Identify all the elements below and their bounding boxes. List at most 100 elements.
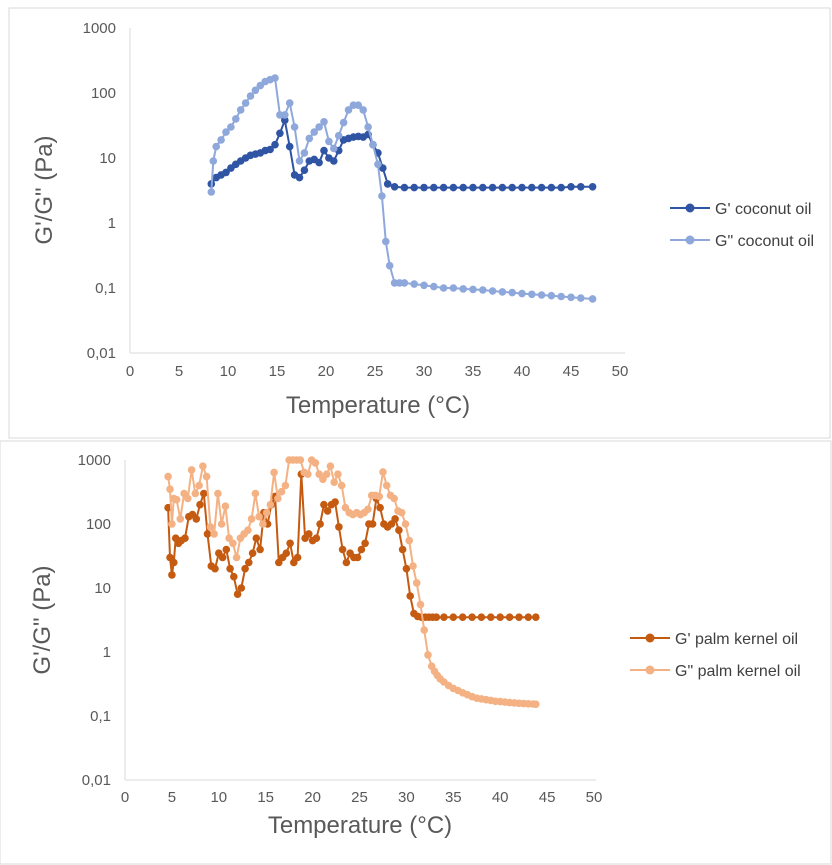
x-tick-label: 45 [563,363,580,380]
data-point [430,183,438,192]
data-point [398,545,407,554]
data-point [375,492,384,501]
y-tick-label: 1 [108,215,116,232]
data-point [248,549,257,557]
data-point [432,613,441,621]
data-point [537,291,546,299]
x-tick-label: 0 [121,789,129,806]
data-point [577,294,585,302]
data-point [409,562,417,570]
data-point [326,462,335,470]
data-point [255,512,263,521]
data-point [547,291,556,300]
data-point [337,481,346,490]
data-point [305,134,314,143]
data-point [357,545,366,554]
data-point [416,600,425,609]
legend-label: G" coconut oil [715,233,814,250]
data-point [316,520,324,528]
data-point [469,183,477,192]
chart-palm-kernel-oil: 0 5 10 15 20 25 30 35 40 45 50 0,01 0,1 1 10 100 1000 G'… [0,440,832,865]
y-tick-label: 0,1 [95,280,116,297]
x-tick-label: 15 [257,789,274,806]
chart-border [8,7,831,439]
data-point [200,489,208,498]
data-point [532,613,540,621]
data-point [310,128,319,136]
data-point [383,180,392,188]
x-tick-label: 35 [465,363,482,380]
data-point [211,564,219,573]
data-point [245,558,253,567]
data-point [270,468,278,477]
data-point [222,545,231,554]
data-point [266,500,275,509]
data-point [515,613,523,621]
x-tick-label: 40 [514,363,531,380]
data-point [364,123,372,131]
data-point [323,507,332,515]
data-point [232,115,240,123]
data-point [226,564,234,573]
data-point [300,149,309,157]
data-point [305,530,313,538]
data-point [221,502,230,510]
data-point [405,536,414,545]
data-point [498,183,507,192]
data-point [203,530,212,538]
data-point [227,123,235,131]
data-point [390,183,399,191]
data-point [168,520,176,528]
data-point [518,289,526,298]
data-point [187,466,196,474]
data-point [320,118,328,126]
data-point [320,146,328,155]
data-point [251,489,260,498]
data-point [410,280,419,288]
data-point [420,183,428,192]
data-point [479,286,487,294]
data-point [588,295,597,303]
data-point [339,118,348,127]
data-point [277,487,286,496]
data-point [488,287,497,295]
data-point [222,128,230,136]
data-point [508,183,516,192]
data-point [290,123,299,131]
data-point [390,494,399,503]
data-point [379,468,387,476]
data-point [557,292,565,301]
data-point [196,500,204,509]
data-point [439,183,448,192]
y-tick-label: 1 [103,644,111,661]
data-point [378,192,386,200]
x-tick-label: 45 [539,789,556,806]
data-point [505,613,514,621]
data-point [199,462,207,470]
y-tick-label: 100 [91,85,116,102]
data-point [368,520,377,528]
data-point [202,472,211,481]
data-point [192,515,201,523]
data-point [212,142,220,151]
chart-palm-kernel-oil-panel: 0 5 10 15 20 25 30 35 40 45 50 0,01 0,1 1 10 100 1000 G'… [0,440,832,865]
data-point [395,526,403,534]
chart-coconut-oil-panel: 0 5 10 15 20 25 30 35 40 45 50 0,01 0,1 1 10 100 1000 G'… [8,7,831,439]
x-tick-label: 50 [612,363,629,380]
x-tick-label: 50 [586,789,603,806]
data-point [330,157,338,165]
x-tick-label: 25 [367,363,384,380]
data-point [236,106,245,114]
y-tick-label: 0,01 [87,345,116,362]
data-point [359,106,368,114]
data-point [256,545,264,554]
data-point [217,136,225,144]
data-point [458,613,467,621]
data-point [206,523,215,531]
data-point [374,160,382,169]
data-point [244,526,252,534]
x-tick-label: 15 [269,363,286,380]
x-tick-label: 10 [220,363,237,380]
x-tick-label: 30 [416,363,433,380]
data-point [285,142,294,151]
